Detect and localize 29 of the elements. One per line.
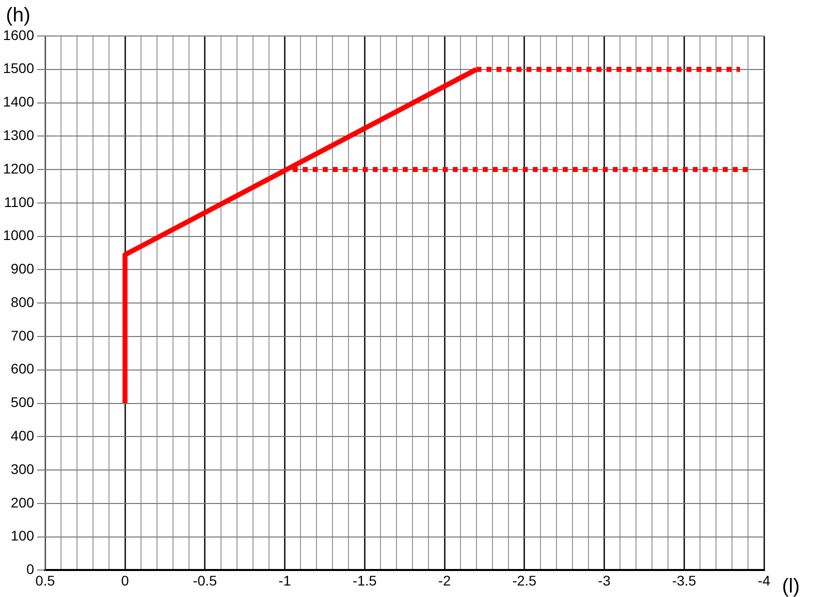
x-tick-label: -0.5 xyxy=(192,572,218,588)
x-tick-label: 0.5 xyxy=(35,572,56,588)
x-tick-label: -3 xyxy=(598,572,611,588)
y-tick-label: 100 xyxy=(10,528,34,544)
x-axis-title: (l) xyxy=(782,576,800,597)
x-tick-label: -4 xyxy=(758,572,770,588)
y-tick-label: 400 xyxy=(10,428,34,444)
y-tick-label: 1200 xyxy=(2,160,34,176)
y-tick-label: 800 xyxy=(10,294,34,310)
y-tick-label: 1000 xyxy=(2,227,34,244)
y-tick-label: 500 xyxy=(10,394,34,410)
y-tick-label: 1600 xyxy=(2,26,34,43)
x-tick-label: -2.5 xyxy=(512,572,537,588)
x-tick-label: -1.5 xyxy=(352,572,377,588)
y-tick-label: 0 xyxy=(26,561,34,578)
y-tick-label: 1400 xyxy=(2,94,34,110)
y-tick-label: 200 xyxy=(10,494,34,510)
x-tick-label: -1 xyxy=(278,572,292,588)
y-tick-label: 600 xyxy=(10,360,34,377)
y-tick-label: 1100 xyxy=(4,194,34,210)
y-tick-label: 1500 xyxy=(2,60,34,76)
y-tick-label: 900 xyxy=(10,260,34,277)
x-tick-label: 0 xyxy=(121,572,130,588)
y-tick-label: 300 xyxy=(10,460,34,477)
x-tick-label: -3.5 xyxy=(672,572,696,588)
y-tick-label: 700 xyxy=(10,327,34,344)
y-tick-label: 1300 xyxy=(2,127,34,144)
x-tick-label: -2 xyxy=(438,572,451,588)
y-axis-title: (h) xyxy=(6,4,30,27)
